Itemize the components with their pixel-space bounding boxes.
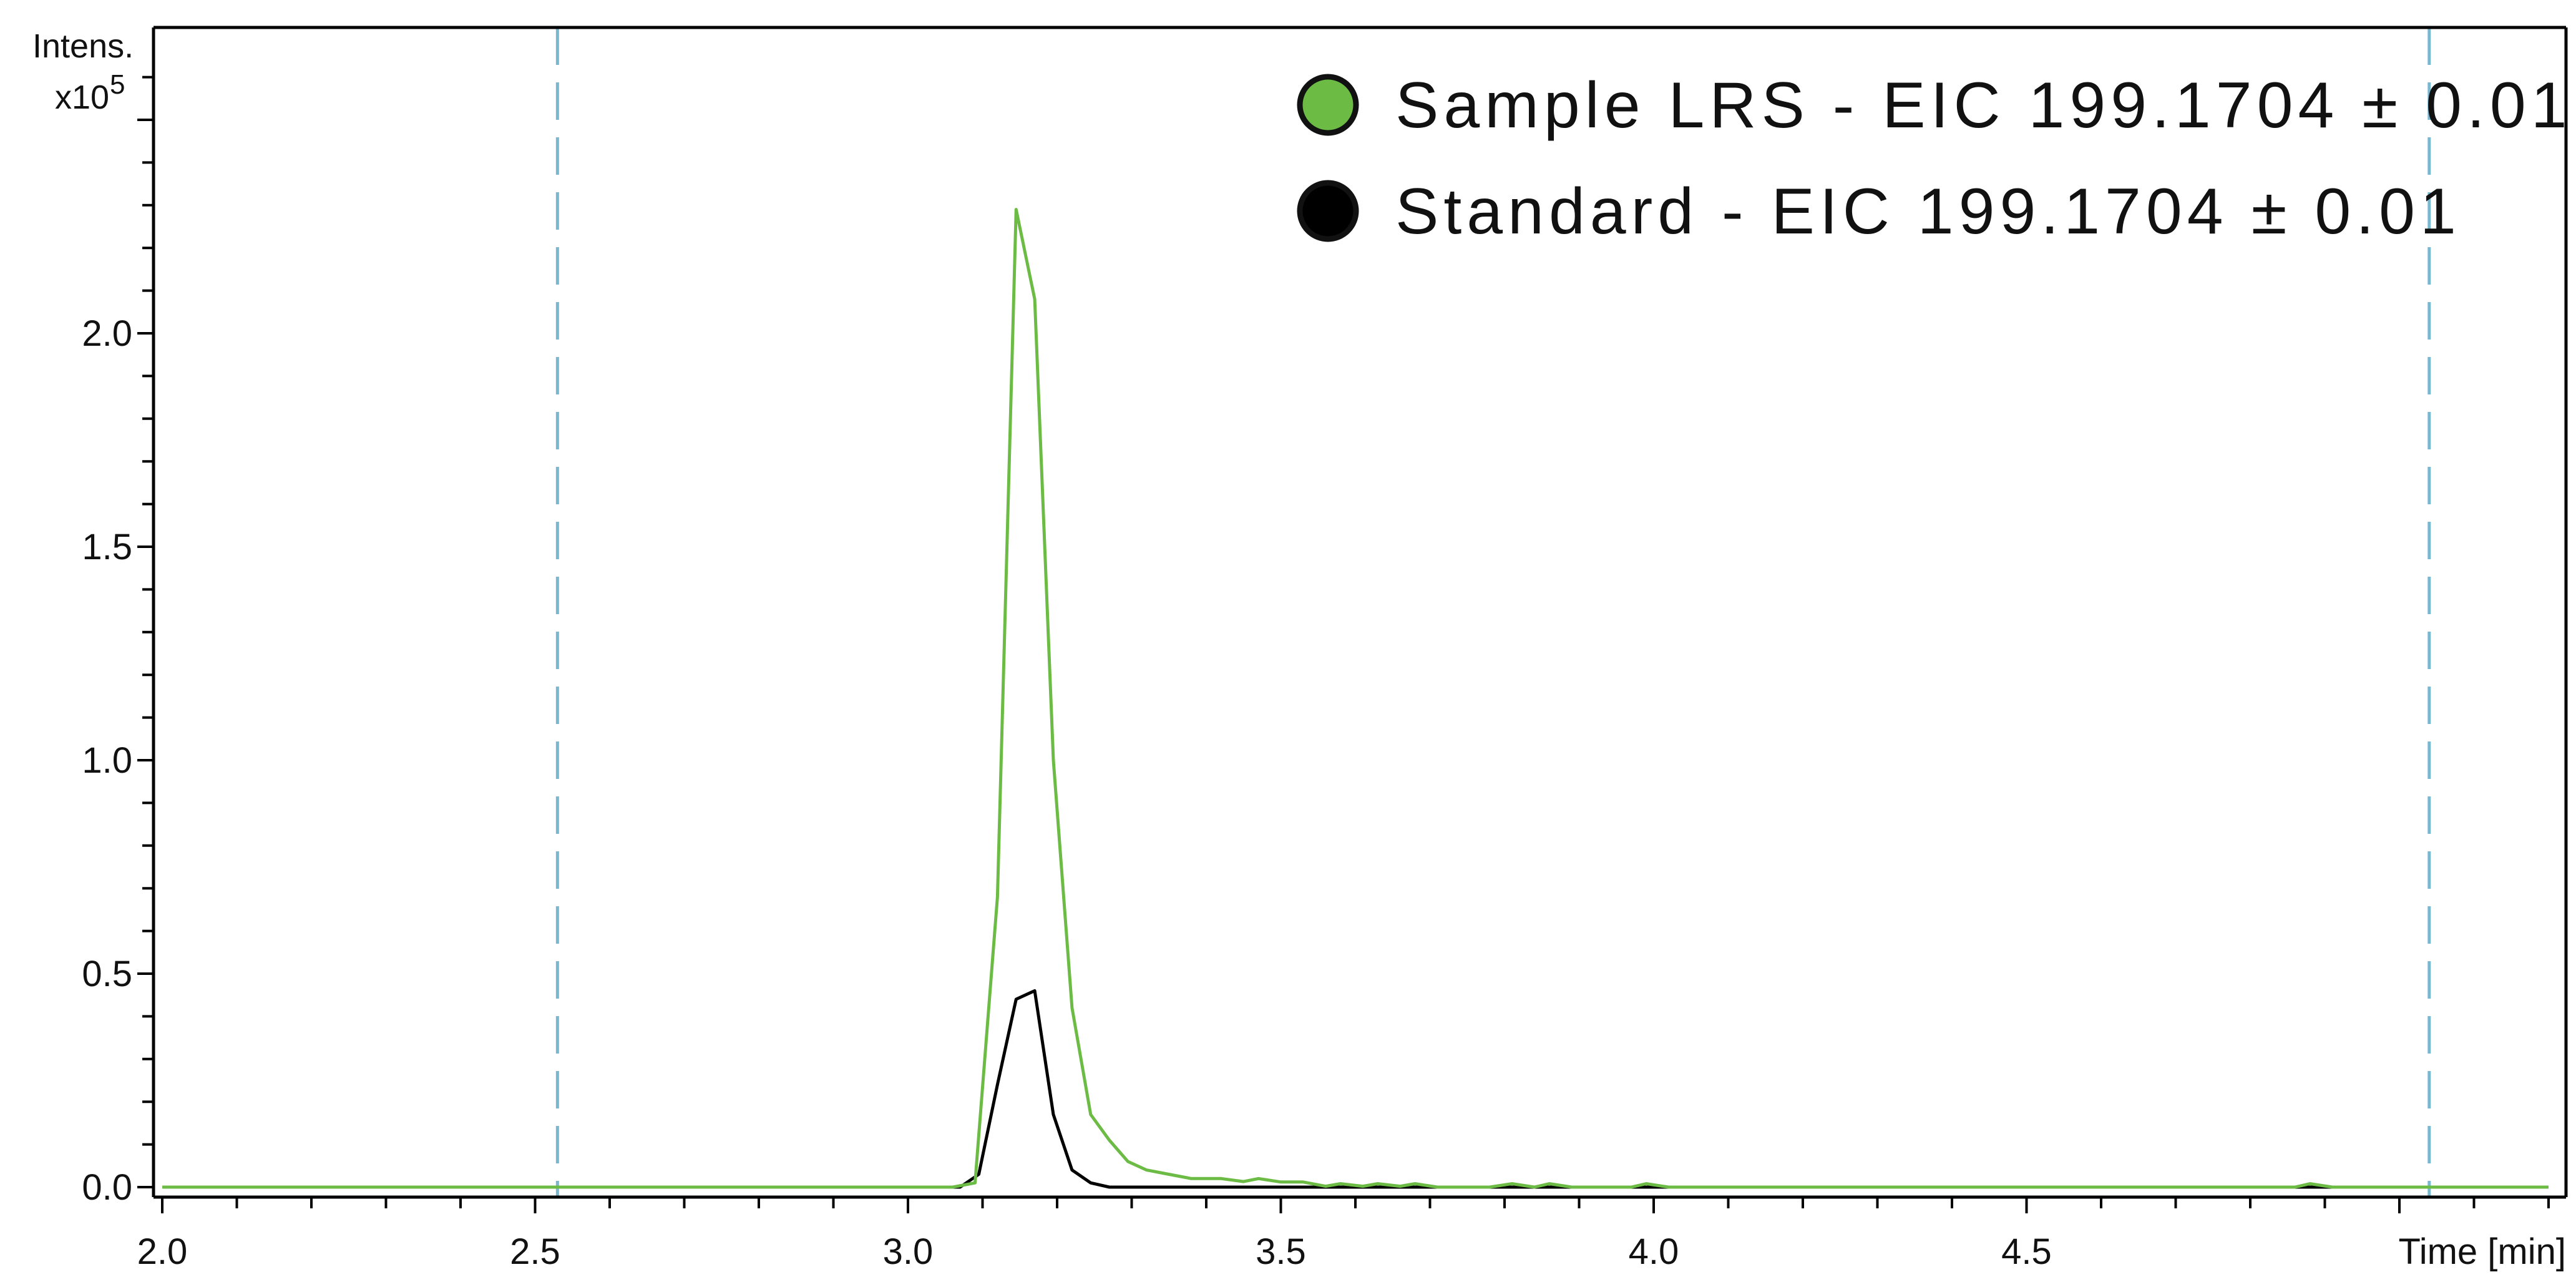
axes [152, 26, 2568, 1199]
legend-item-standard: Standard - EIC 199.1704 ± 0.01 [1297, 175, 2461, 248]
legend-label-standard: Standard - EIC 199.1704 ± 0.01 [1395, 175, 2461, 248]
series-line-0 [162, 208, 2549, 1189]
x-tick-label: 3.0 [883, 1231, 934, 1272]
series-line-1 [162, 989, 2549, 1189]
y-tick-label: 1.0 [82, 740, 132, 781]
legend-item-sample-lrs: Sample LRS - EIC 199.1704 ± 0.01 [1297, 69, 2572, 142]
legend-label-sample-lrs: Sample LRS - EIC 199.1704 ± 0.01 [1395, 69, 2572, 142]
y-tick-label: 1.5 [82, 527, 132, 567]
x-tick-label: 3.5 [1256, 1231, 1306, 1272]
x-tick-label: 4.0 [1629, 1231, 1679, 1272]
legend: Sample LRS - EIC 199.1704 ± 0.01 Standar… [1297, 69, 2572, 248]
x-tick-label: 2.0 [137, 1231, 188, 1272]
y-axis-title: Intens. x10 5 [32, 27, 134, 116]
x-axis-label: Time [min] [2398, 1231, 2566, 1272]
y-tick-label: 0.0 [82, 1167, 132, 1208]
y-axis-multiplier-exponent: 5 [110, 69, 125, 100]
legend-marker-black-icon [1297, 180, 1359, 242]
x-tick-label: 4.5 [2001, 1231, 2052, 1272]
vertical-markers [555, 27, 2431, 1197]
ticks: 2.0 2.5 3.0 3.5 4.0 4.5 0.0 0.5 1.0 1.5 2.0 [82, 76, 2550, 1272]
series-lines [162, 208, 2549, 1189]
y-axis-multiplier: x10 [55, 79, 109, 116]
y-axis-label: Intens. [32, 27, 134, 65]
x-tick-label: 2.5 [510, 1231, 560, 1272]
y-tick-label: 0.5 [82, 954, 132, 994]
y-tick-label: 2.0 [82, 313, 132, 354]
legend-marker-green-icon [1297, 74, 1359, 136]
